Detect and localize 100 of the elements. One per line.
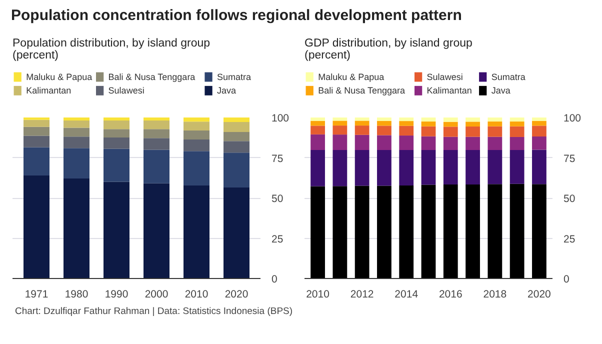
bar	[64, 148, 90, 179]
bar	[224, 188, 250, 278]
y-tick-label: 100	[272, 112, 290, 124]
legend-label: Bali & Nusa Tenggara	[318, 86, 405, 96]
legend-label: Maluku & Papua	[26, 72, 92, 82]
bar	[184, 185, 210, 278]
y-tick-label: 75	[272, 152, 284, 165]
bar	[488, 118, 502, 122]
y-tick-label: 50	[272, 193, 284, 205]
y-tick-label: 50	[564, 193, 576, 205]
bar	[64, 136, 90, 148]
x-tick-label: 2020	[224, 288, 248, 300]
bar	[377, 118, 392, 121]
bar	[466, 150, 480, 184]
bar	[64, 178, 90, 278]
chart-subtitle: GDP distribution, by island group (percent)	[304, 38, 472, 62]
bar	[399, 118, 414, 122]
bar	[184, 118, 210, 122]
y-tick-label: 100	[564, 112, 582, 124]
bar	[377, 186, 392, 278]
chart-title: Population concentration follows regional development pattern	[11, 6, 462, 26]
bar	[184, 130, 210, 140]
bar	[354, 186, 370, 278]
bar	[466, 126, 480, 137]
bar	[399, 126, 414, 136]
bar	[184, 140, 210, 152]
bar	[64, 118, 90, 121]
bar	[443, 118, 458, 122]
bar	[443, 122, 458, 127]
bar	[421, 136, 436, 150]
bar	[144, 120, 170, 130]
legend-label: Java	[217, 86, 236, 96]
bar	[224, 152, 250, 188]
legend-label: Java	[491, 86, 510, 96]
chart-subtitle: Population distribution, by island group (percent)	[12, 38, 210, 62]
bar	[421, 126, 436, 136]
bar	[104, 129, 130, 138]
legend-label: Maluku & Papua	[318, 72, 384, 82]
bar	[488, 184, 502, 278]
bar	[354, 150, 370, 186]
bar	[332, 120, 348, 126]
bar	[24, 147, 50, 176]
bar	[332, 134, 348, 150]
bar	[24, 175, 50, 278]
bar	[421, 150, 436, 185]
bar	[488, 122, 502, 126]
bar	[421, 184, 436, 278]
legend-label: Sulawesi	[426, 72, 463, 82]
bar	[144, 150, 170, 184]
bar	[377, 135, 392, 150]
x-tick-label: 2010	[306, 288, 330, 300]
x-tick-label: 2010	[184, 288, 208, 300]
bar	[354, 126, 370, 135]
bar	[184, 122, 210, 131]
bar	[488, 150, 502, 184]
bar	[144, 129, 170, 138]
bar	[64, 120, 90, 128]
y-tick-label: 25	[564, 233, 576, 246]
bar	[510, 126, 524, 137]
bar	[104, 137, 130, 149]
bar	[399, 121, 414, 126]
bar	[332, 118, 348, 121]
bar	[64, 128, 90, 137]
bar	[377, 150, 392, 186]
bar	[377, 126, 392, 136]
x-tick-label: 2014	[394, 288, 418, 300]
bar	[488, 126, 502, 137]
bar	[510, 122, 524, 126]
bar	[421, 122, 436, 126]
bar	[466, 136, 480, 150]
bar	[144, 138, 170, 150]
legend-label: Sumatra	[491, 72, 526, 82]
legend-label: Kalimantan	[26, 86, 72, 96]
bar	[466, 184, 480, 278]
bar	[399, 185, 414, 278]
bar	[310, 120, 325, 126]
bar	[510, 184, 524, 278]
bar	[443, 184, 458, 278]
bar	[332, 126, 348, 135]
bar	[443, 136, 458, 150]
bar	[310, 118, 325, 121]
bar	[466, 118, 480, 122]
y-tick-label: 0	[564, 274, 570, 286]
bar	[144, 118, 170, 121]
bar	[184, 151, 210, 186]
x-tick-label: 2016	[438, 288, 462, 300]
y-tick-label: 75	[564, 152, 576, 165]
bar	[354, 118, 370, 121]
bar	[104, 118, 130, 121]
bar	[443, 126, 458, 137]
bar	[310, 186, 325, 278]
bar	[104, 120, 130, 130]
bar	[332, 186, 348, 278]
bar	[488, 136, 502, 150]
bar	[377, 120, 392, 126]
bar	[466, 122, 480, 127]
y-tick-label: 25	[272, 233, 284, 246]
bar	[532, 120, 546, 126]
bar	[144, 183, 170, 278]
bar	[532, 126, 546, 136]
